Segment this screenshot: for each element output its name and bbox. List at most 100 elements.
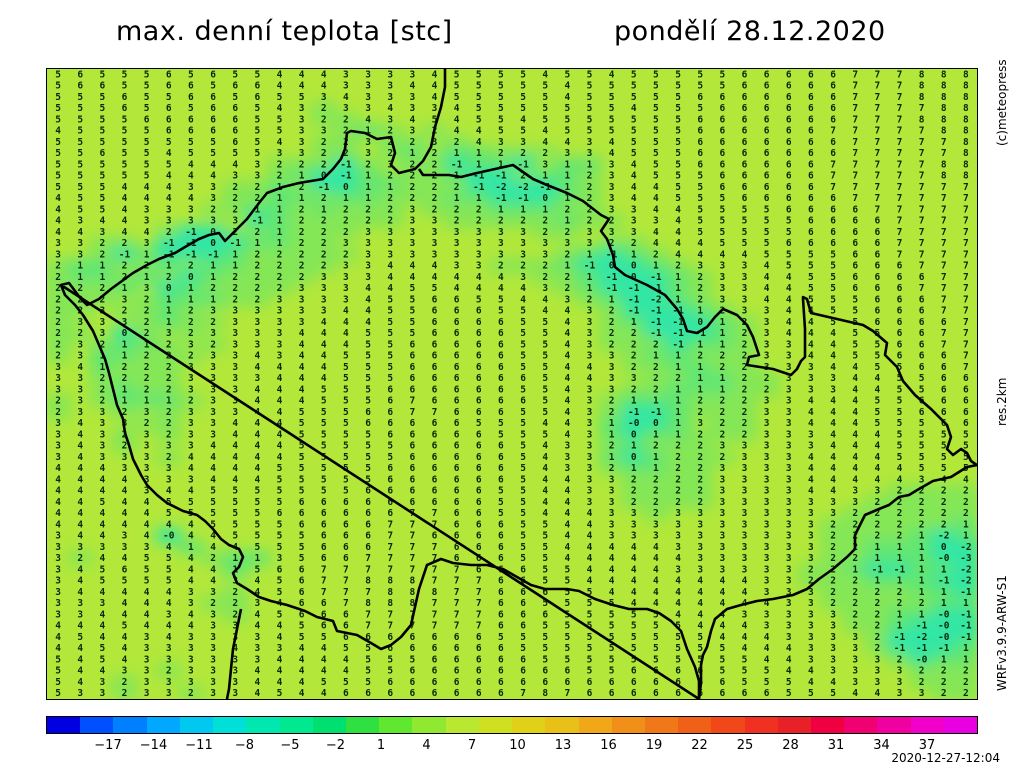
cold-cell — [177, 685, 204, 699]
temperature-value: 3 — [232, 654, 238, 665]
temperature-value: 3 — [808, 632, 814, 643]
temperature-value: 2 — [343, 204, 349, 215]
temperature-value: 5 — [587, 654, 593, 665]
temperature-value: 5 — [343, 677, 349, 688]
legend-tick: 16 — [600, 738, 617, 753]
temperature-value: 5 — [277, 542, 283, 553]
temperature-value: 5 — [808, 261, 814, 272]
temperature-value: 2 — [587, 216, 593, 227]
temperature-value: 7 — [941, 339, 947, 350]
temperature-value: 3 — [631, 204, 637, 215]
temperature-value: 3 — [764, 576, 770, 587]
temperature-value: 2 — [321, 261, 327, 272]
temperature-value: 2 — [343, 148, 349, 159]
legend-tick: 37 — [918, 738, 936, 753]
temperature-value: 4 — [498, 283, 504, 294]
temperature-value: 2 — [122, 407, 128, 418]
cold-cell — [355, 213, 382, 229]
temperature-value: 5 — [365, 373, 371, 384]
temperature-value: 5 — [564, 598, 570, 609]
temperature-value: 3 — [409, 69, 415, 80]
temperature-value: 5 — [99, 564, 105, 575]
temperature-value: 4 — [852, 441, 858, 452]
temperature-value: 2 — [830, 553, 836, 564]
temperature-value: 7 — [852, 81, 858, 92]
temperature-value: 4 — [277, 666, 283, 677]
temperature-value: 4 — [564, 407, 570, 418]
temperature-value: 2 — [742, 339, 748, 350]
temperature-value: -1 — [517, 159, 529, 170]
cold-cell — [177, 393, 204, 409]
temperature-value: -1 — [672, 339, 684, 350]
temperature-value: 3 — [786, 384, 792, 395]
temperature-value: 6 — [476, 351, 482, 362]
temperature-value: 4 — [542, 306, 548, 317]
temperature-value: 6 — [432, 384, 438, 395]
temperature-value: 2 — [55, 351, 61, 362]
temperature-value: 3 — [587, 227, 593, 238]
temperature-value: 4 — [387, 261, 393, 272]
cold-cell — [310, 258, 337, 274]
temperature-value: 2 — [564, 249, 570, 260]
temperature-value: 7 — [941, 193, 947, 204]
temperature-value: 3 — [188, 182, 194, 193]
temperature-value: 6 — [498, 407, 504, 418]
temperature-value: 6 — [409, 497, 415, 508]
temperature-value: 2 — [299, 204, 305, 215]
temperature-value: 4 — [188, 576, 194, 587]
temperature-value: 4 — [742, 587, 748, 598]
temperature-value: 3 — [188, 654, 194, 665]
temperature-value: 5 — [764, 677, 770, 688]
temperature-value: 2 — [742, 407, 748, 418]
temperature-value: 6 — [343, 519, 349, 530]
temperature-value: 1 — [919, 587, 925, 598]
temperature-value: 5 — [587, 103, 593, 114]
temperature-value: 3 — [675, 531, 681, 542]
legend-color-21 — [744, 717, 778, 733]
temperature-value: 3 — [365, 227, 371, 238]
temperature-value: 1 — [387, 182, 393, 193]
temperature-value: 0 — [343, 182, 349, 193]
temperature-value: 5 — [697, 654, 703, 665]
temperature-value: 2 — [941, 519, 947, 530]
temperature-value: 4 — [122, 227, 128, 238]
temperature-value: 5 — [520, 317, 526, 328]
temperature-value: 3 — [210, 216, 216, 227]
temperature-value: 3 — [609, 351, 615, 362]
temperature-value: 2 — [852, 609, 858, 620]
temperature-value: 4 — [166, 542, 172, 553]
temperature-value: 6 — [742, 159, 748, 170]
temperature-value: 5 — [697, 216, 703, 227]
temperature-value: 3 — [786, 553, 792, 564]
temperature-value: 6 — [454, 497, 460, 508]
temperature-value: 6 — [653, 677, 659, 688]
cold-cell — [842, 618, 869, 634]
temperature-value: 4 — [808, 351, 814, 362]
temperature-value: 3 — [742, 564, 748, 575]
temperature-value: 5 — [387, 306, 393, 317]
temperature-value: 2 — [99, 339, 105, 350]
temperature-value: 5 — [874, 362, 880, 373]
temperature-value: 2 — [897, 654, 903, 665]
legend-color-25 — [877, 717, 911, 733]
temperature-value: 5 — [254, 148, 260, 159]
temperature-value: 3 — [786, 497, 792, 508]
temperature-value: 7 — [897, 204, 903, 215]
temperature-value: 6 — [166, 81, 172, 92]
temperature-value: 6 — [697, 126, 703, 137]
temperature-value: 5 — [365, 362, 371, 373]
temperature-value: 7 — [963, 339, 969, 350]
temperature-value: 6 — [830, 103, 836, 114]
temperature-value: 3 — [609, 159, 615, 170]
temperature-value: 5 — [520, 339, 526, 350]
temperature-value: 6 — [742, 148, 748, 159]
temperature-value: 5 — [897, 384, 903, 395]
temperature-value: 4 — [99, 587, 105, 598]
temperature-value: 5 — [299, 452, 305, 463]
temperature-value: 6 — [365, 407, 371, 418]
temperature-value: 3 — [99, 688, 105, 699]
temperature-value: 6 — [409, 429, 415, 440]
temperature-value: 1 — [476, 148, 482, 159]
temperature-value: 2 — [232, 294, 238, 305]
temperature-value: 5 — [55, 81, 61, 92]
